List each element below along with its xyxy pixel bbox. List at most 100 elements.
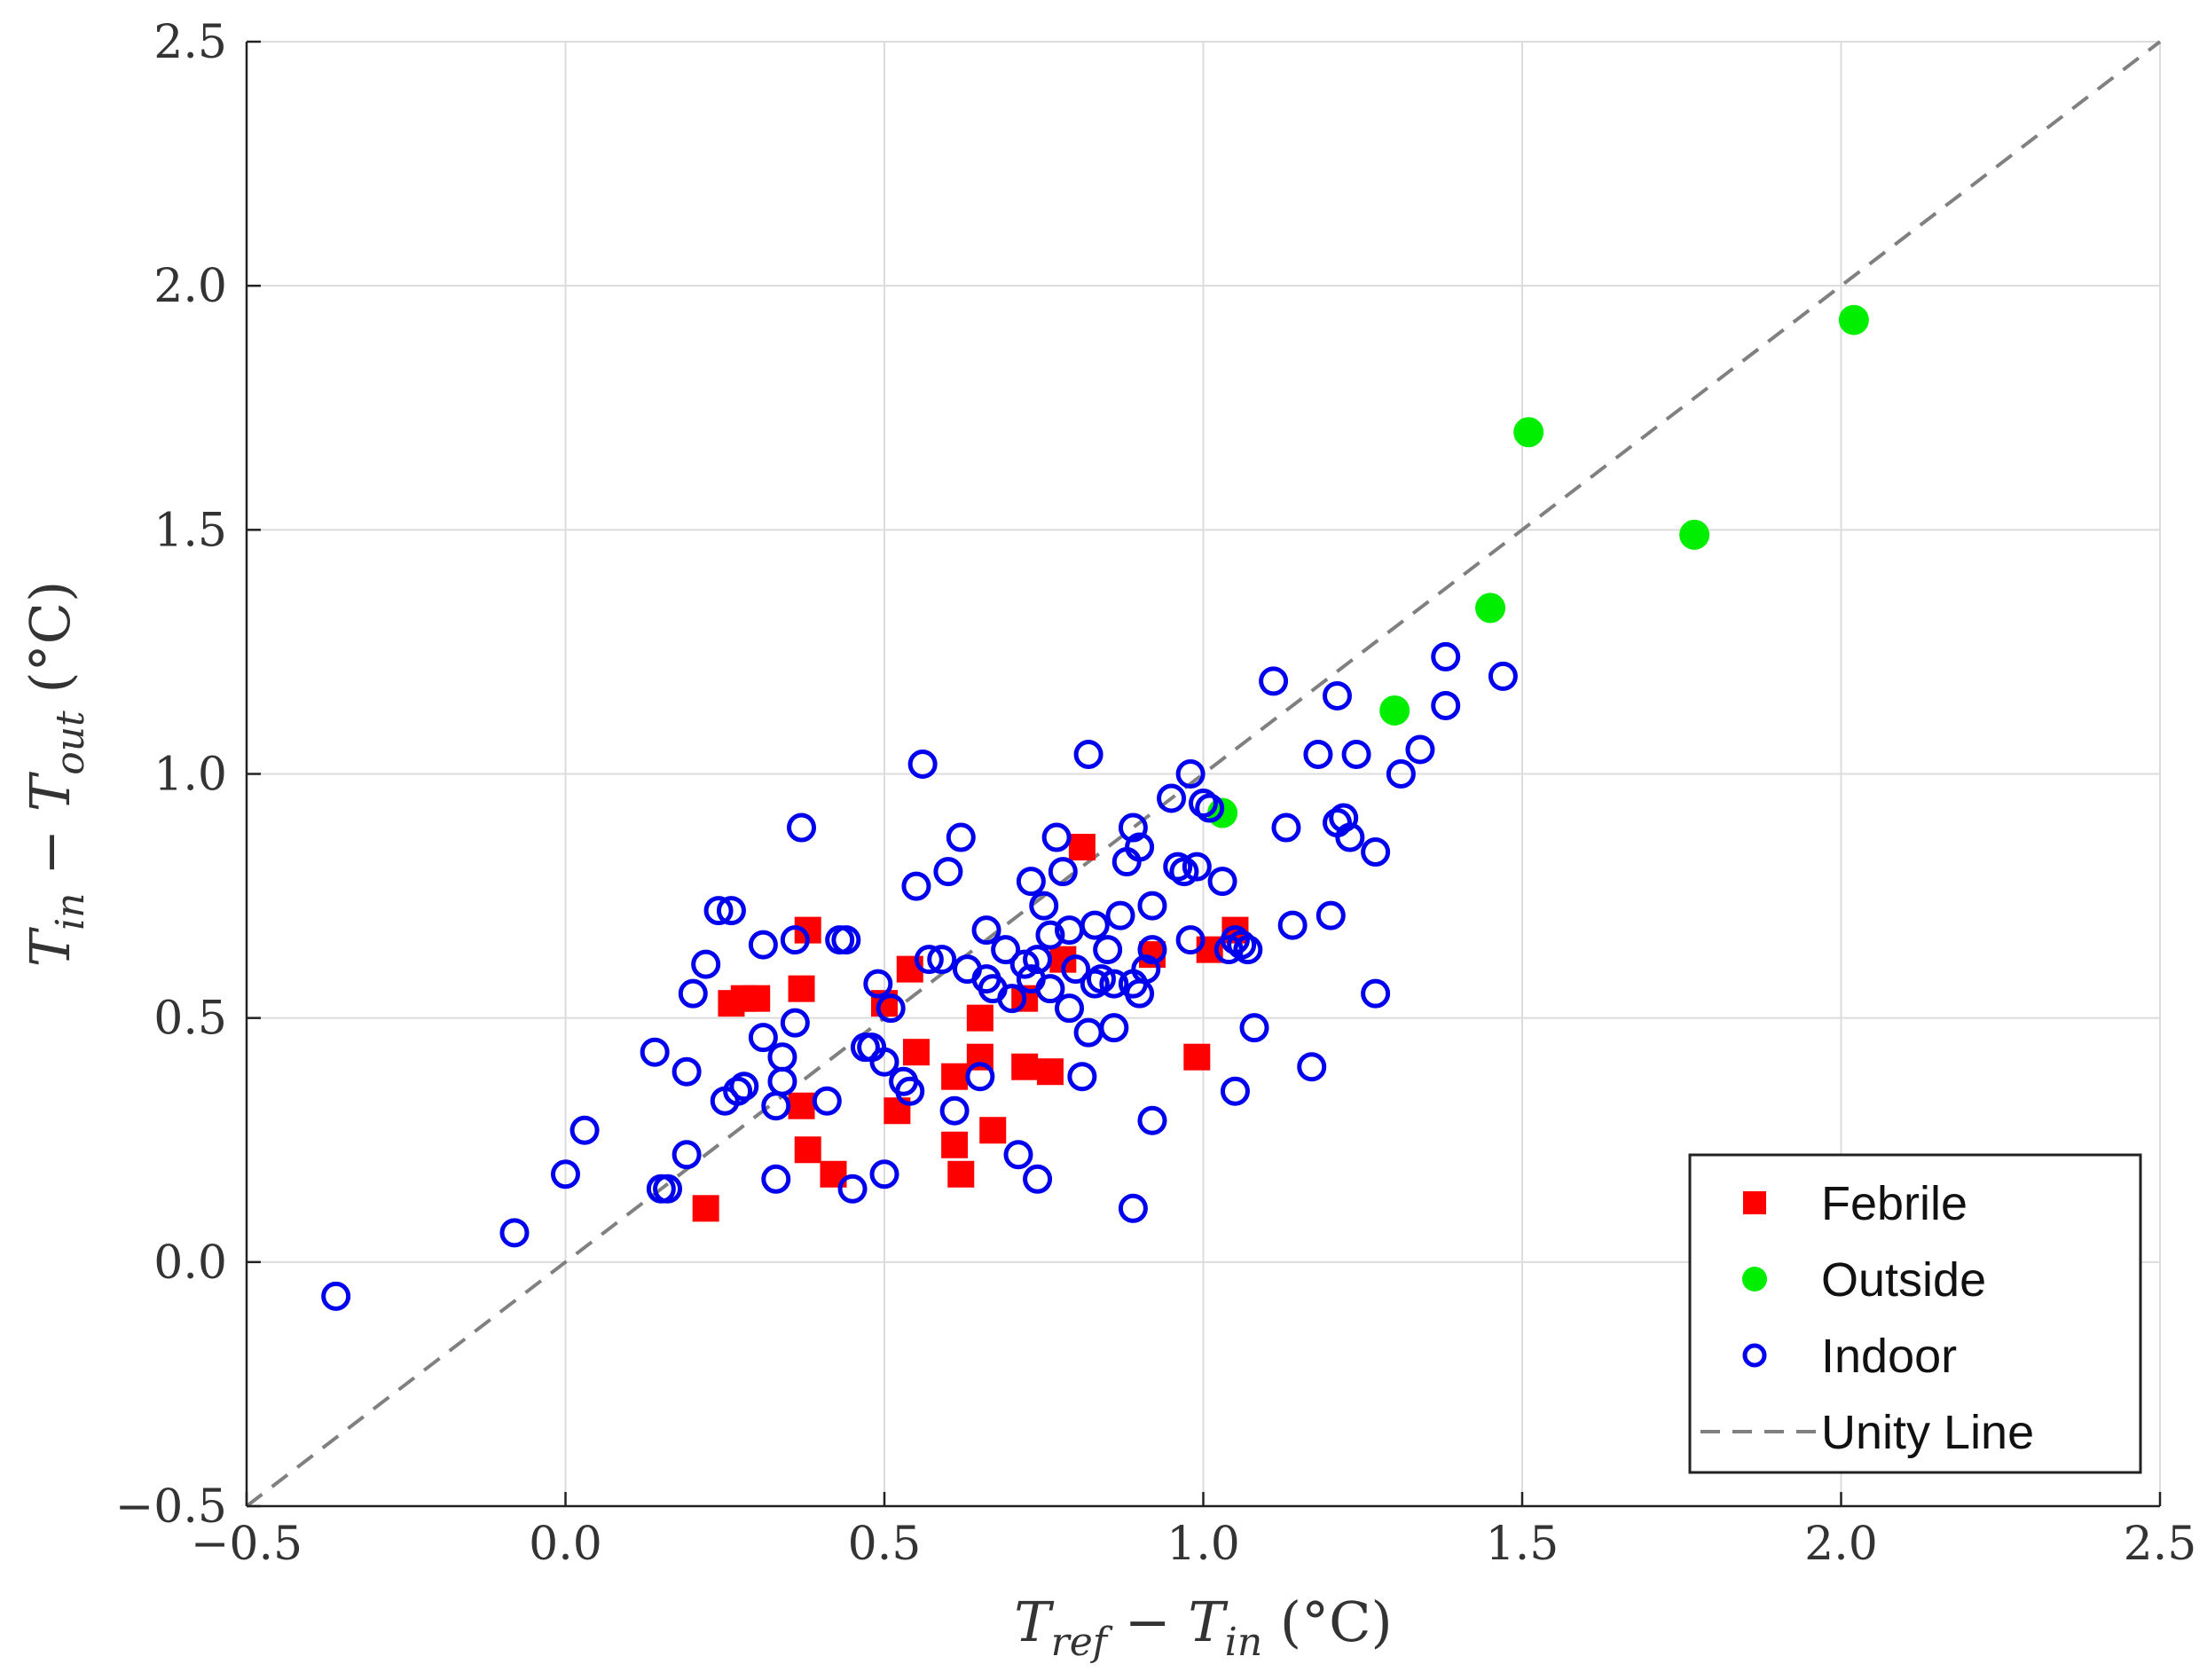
indoor-point-113 bbox=[1386, 759, 1416, 789]
x-axis-title: Tref − Tin (°C) bbox=[1014, 1590, 1392, 1665]
indoor-point-50 bbox=[997, 984, 1027, 1014]
febrile-point-18 bbox=[979, 1117, 1007, 1144]
indoor-point-55 bbox=[1023, 945, 1053, 975]
indoor-point-41 bbox=[933, 857, 963, 887]
x-tick-label-6: 2.5 bbox=[2124, 1518, 2197, 1571]
indoor-point-28 bbox=[837, 1174, 868, 1204]
febrile-point-23 bbox=[1068, 834, 1096, 861]
legend-marker-febrile bbox=[1743, 1191, 1766, 1214]
indoor-point-37 bbox=[901, 871, 931, 901]
axes bbox=[245, 40, 2162, 1508]
x-tick-label-2: 0.5 bbox=[848, 1518, 922, 1571]
indoor-point-59 bbox=[1035, 974, 1065, 1004]
indoor-point-87 bbox=[1169, 857, 1199, 887]
x-axis-title-part-5: (°C) bbox=[1262, 1590, 1393, 1654]
x-tick-label-1: 0.0 bbox=[529, 1518, 602, 1571]
indoor-point-110 bbox=[1341, 739, 1371, 769]
indoor-point-6 bbox=[653, 1174, 683, 1204]
indoor-point-76 bbox=[1118, 1193, 1148, 1223]
indoor-point-89 bbox=[1175, 925, 1206, 955]
indoor-point-22 bbox=[780, 1008, 810, 1038]
indoor-point-10 bbox=[691, 949, 721, 979]
indoor-point-81 bbox=[1131, 954, 1161, 985]
indoor-point-107 bbox=[1322, 680, 1352, 710]
y-tick-label-5: 2.0 bbox=[153, 260, 227, 313]
legend-marker-indoor bbox=[1742, 1343, 1767, 1368]
indoor-point-115 bbox=[1431, 641, 1461, 671]
febrile-point-14 bbox=[941, 1131, 969, 1158]
y-tick-label-1: 0.0 bbox=[153, 1236, 227, 1290]
indoor-point-117 bbox=[1488, 661, 1518, 691]
indoor-point-11 bbox=[703, 896, 734, 926]
legend-label-febrile: Febrile bbox=[1821, 1177, 1967, 1230]
legend: Febrile Outside Indoor Unity Line bbox=[1688, 1153, 2142, 1474]
indoor-point-4 bbox=[640, 1037, 670, 1067]
y-tick-label-6: 2.5 bbox=[153, 16, 227, 69]
indoor-point-39 bbox=[914, 945, 944, 975]
indoor-point-72 bbox=[1099, 969, 1129, 999]
data-points bbox=[321, 304, 1869, 1311]
indoor-point-90 bbox=[1182, 852, 1212, 882]
indoor-point-92 bbox=[1195, 793, 1225, 823]
indoor-point-88 bbox=[1175, 759, 1206, 789]
x-tick-label-0: −0.5 bbox=[191, 1518, 302, 1571]
x-axis-title-part-0: T bbox=[1014, 1590, 1055, 1654]
legend-label-unity-line: Unity Line bbox=[1821, 1406, 2034, 1459]
x-axis-title-part-3: T bbox=[1188, 1590, 1229, 1654]
outside-point-2 bbox=[1475, 593, 1506, 624]
febrile-point-12 bbox=[902, 1039, 930, 1066]
febrile-point-7 bbox=[794, 1136, 821, 1164]
indoor-point-7 bbox=[672, 1140, 702, 1170]
indoor-point-82 bbox=[1137, 891, 1167, 921]
febrile-point-13 bbox=[941, 1063, 969, 1090]
indoor-point-111 bbox=[1361, 837, 1391, 867]
outside-point-4 bbox=[1679, 519, 1710, 550]
indoor-point-12 bbox=[716, 896, 746, 926]
indoor-point-104 bbox=[1303, 739, 1333, 769]
indoor-point-103 bbox=[1297, 1052, 1327, 1082]
indoor-point-101 bbox=[1271, 813, 1301, 843]
y-tick-label-0: −0.5 bbox=[115, 1480, 227, 1534]
indoor-point-93 bbox=[1207, 867, 1237, 897]
x-tick-label-5: 2.0 bbox=[1804, 1518, 1878, 1571]
indoor-point-64 bbox=[1061, 954, 1091, 985]
indoor-point-19 bbox=[761, 1164, 791, 1194]
indoor-point-2 bbox=[551, 1159, 580, 1189]
x-tick-label-4: 1.5 bbox=[1486, 1518, 1559, 1571]
febrile-point-6 bbox=[788, 1092, 815, 1119]
febrile-point-3 bbox=[743, 985, 771, 1012]
febrile-point-21 bbox=[1036, 1058, 1064, 1086]
febrile-point-16 bbox=[966, 1004, 994, 1032]
febrile-point-4 bbox=[788, 975, 815, 1002]
indoor-point-42 bbox=[939, 1095, 970, 1126]
febrile-point-15 bbox=[947, 1160, 975, 1188]
indoor-point-31 bbox=[863, 969, 893, 999]
indoor-point-74 bbox=[1105, 900, 1135, 930]
y-tick-label-2: 0.5 bbox=[153, 993, 227, 1046]
outside-point-1 bbox=[1379, 695, 1410, 726]
indoor-point-83 bbox=[1137, 935, 1167, 965]
indoor-point-15 bbox=[729, 1072, 759, 1102]
indoor-point-73 bbox=[1099, 1013, 1129, 1043]
indoor-point-85 bbox=[1157, 783, 1187, 813]
legend-label-outside: Outside bbox=[1821, 1253, 1986, 1307]
indoor-point-52 bbox=[1009, 949, 1040, 979]
y-tick-label-3: 1.0 bbox=[153, 749, 227, 802]
indoor-point-56 bbox=[1023, 1164, 1053, 1194]
x-tick-label-3: 1.0 bbox=[1166, 1518, 1240, 1571]
indoor-point-9 bbox=[678, 978, 708, 1009]
indoor-point-99 bbox=[1239, 1013, 1269, 1043]
indoor-point-77 bbox=[1118, 813, 1148, 843]
indoor-point-24 bbox=[787, 813, 817, 843]
indoor-point-114 bbox=[1405, 734, 1435, 765]
indoor-point-40 bbox=[927, 945, 957, 975]
indoor-point-66 bbox=[1073, 739, 1104, 769]
indoor-point-68 bbox=[1080, 910, 1110, 940]
febrile-point-0 bbox=[692, 1195, 719, 1222]
y-axis-title-part-5: (°C) bbox=[18, 581, 82, 711]
indoor-point-69 bbox=[1080, 969, 1110, 999]
indoor-point-70 bbox=[1086, 964, 1116, 994]
indoor-point-8 bbox=[672, 1056, 702, 1087]
unity-line-layer bbox=[245, 40, 2162, 1508]
